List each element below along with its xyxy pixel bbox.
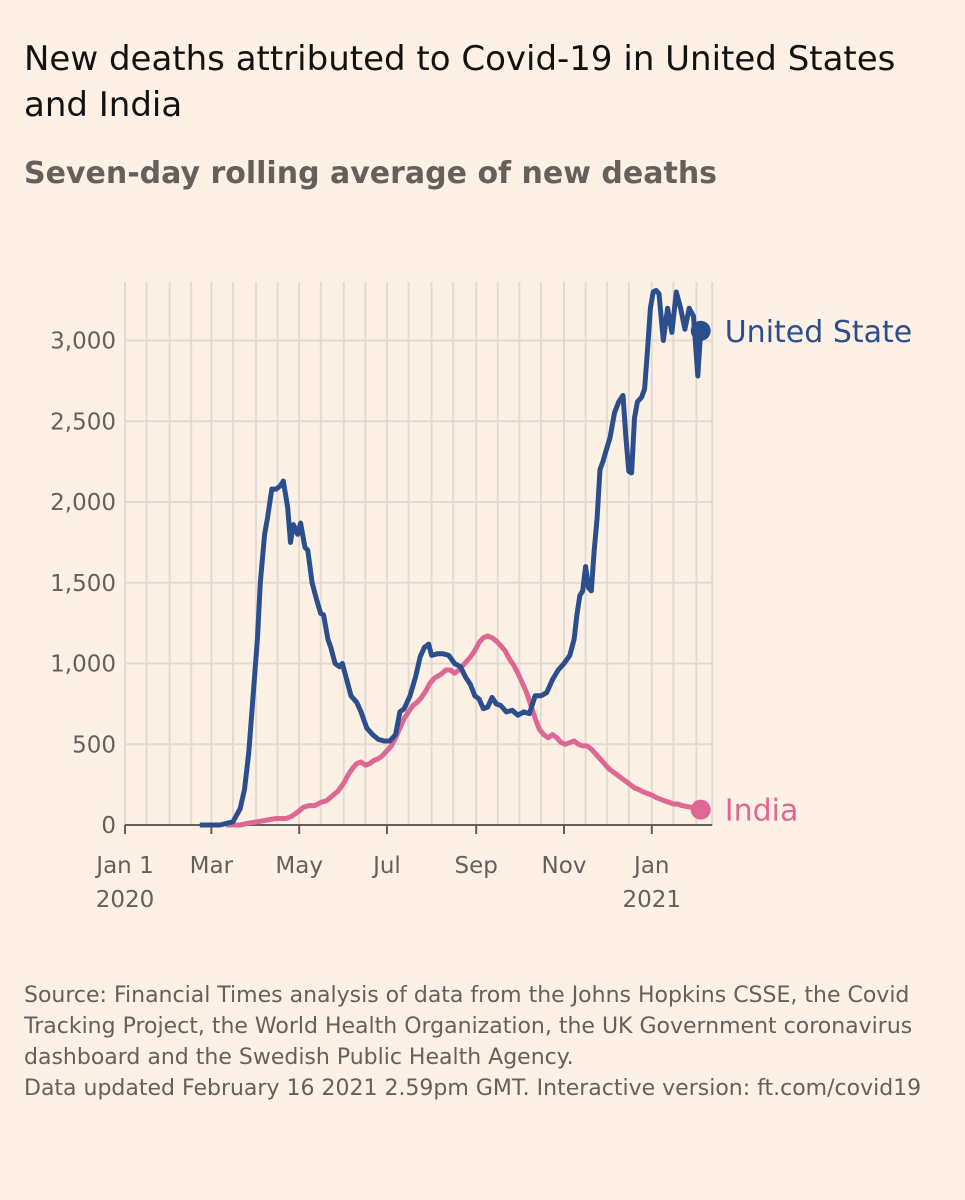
labels: India United State [725,315,913,829]
y-tick-label: 2,500 [50,409,116,435]
y-tick-label: 3,000 [50,329,116,355]
chart-footer: Source: Financial Times analysis of data… [24,980,944,1104]
series-end-dot-india [690,799,711,820]
x-tick-label: Jan [632,853,669,879]
x-tick-label: May [275,853,323,879]
line-chart: 0 500 1,000 1,500 2,000 2,500 3,000 Jan 1 2020 Ma… [50,282,913,913]
series-label-india: India [725,794,799,829]
y-tick-label: 1,500 [50,571,116,597]
axes: 0 500 1,000 1,500 2,000 2,500 3,000 Jan 1 2020 Ma… [50,329,713,913]
y-tick-label: 500 [72,732,116,758]
y-tick-label: 1,000 [50,652,116,678]
series-lines [199,287,711,828]
gridlines [124,282,714,825]
x-tick-label: Nov [542,853,587,879]
chart-title: New deaths attributed to Covid-19 in Uni… [24,39,896,125]
x-tick-label: Jul [371,853,401,879]
series-line-united-states [199,287,704,828]
x-tick-label: Mar [190,853,234,879]
y-tick-label: 0 [101,813,116,839]
chart-subtitle: Seven-day rolling average of new deaths [24,156,718,191]
y-tick-label: 2,000 [50,490,116,516]
x-tick-year-label: 2020 [96,887,155,913]
x-tick-label: Sep [455,853,498,879]
series-label-united-states: United State [725,315,913,350]
updated-note: Data updated February 16 2021 2.59pm GMT… [24,1076,922,1101]
series-end-dot-united-states [690,320,711,341]
source-note: Source: Financial Times analysis of data… [24,983,913,1070]
x-tick-year-label: 2021 [623,887,682,913]
series-line-india [225,633,702,828]
x-tick-label: Jan 1 [94,853,153,879]
